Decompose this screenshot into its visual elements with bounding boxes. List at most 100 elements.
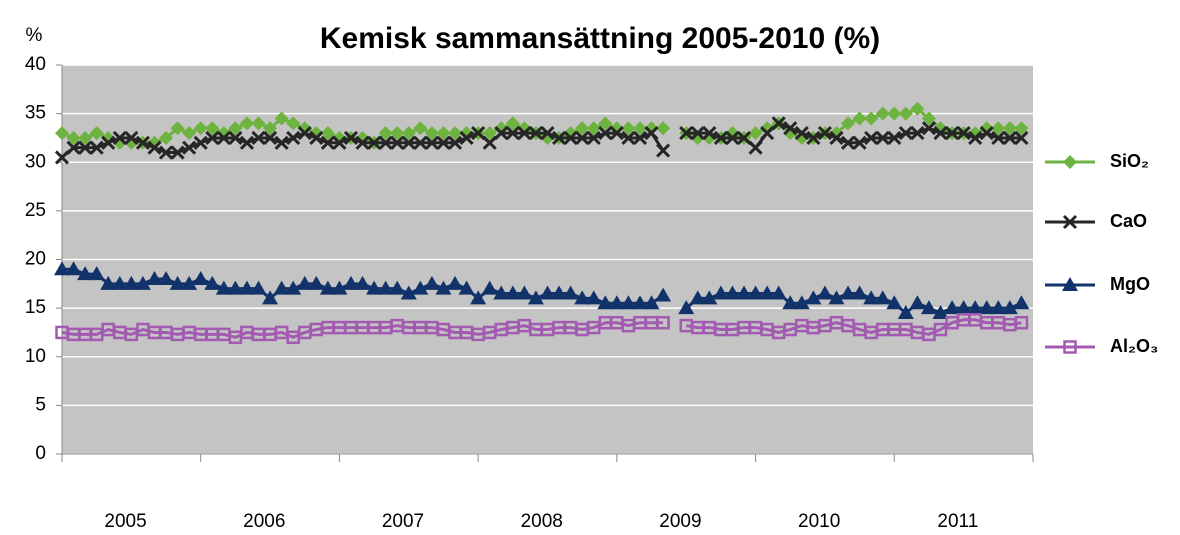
data-point	[134, 275, 151, 290]
chart-title: Kemisk sammansättning 2005-2010 (%)	[320, 22, 880, 55]
y-tick-label: 20	[25, 249, 46, 270]
data-point	[169, 275, 186, 290]
data-point	[89, 126, 104, 141]
data-point	[736, 130, 752, 145]
data-point	[343, 130, 359, 145]
data-point	[205, 121, 220, 136]
data-point	[586, 121, 601, 136]
data-point	[702, 126, 717, 141]
data-point	[389, 280, 406, 295]
data-point	[956, 126, 971, 141]
data-point	[205, 130, 220, 145]
data-point	[921, 121, 937, 136]
data-point	[887, 106, 902, 121]
data-point	[897, 304, 914, 319]
data-point	[436, 126, 451, 141]
data-point	[817, 126, 832, 141]
y-tick-label: 0	[35, 443, 46, 464]
data-point	[898, 126, 913, 141]
data-point	[563, 130, 578, 145]
data-point	[296, 275, 313, 290]
data-point	[551, 130, 567, 145]
data-point	[297, 126, 312, 141]
data-point	[494, 126, 509, 141]
data-point	[575, 130, 590, 145]
data-point	[400, 285, 417, 300]
data-point	[331, 280, 348, 295]
data-point	[712, 285, 729, 300]
data-point	[632, 121, 647, 136]
data-point	[921, 111, 936, 126]
data-point	[851, 285, 868, 300]
data-point	[273, 280, 290, 295]
data-point	[517, 126, 532, 141]
data-point	[656, 121, 671, 136]
data-point	[1014, 121, 1029, 136]
data-point	[66, 140, 81, 155]
data-point	[182, 140, 197, 155]
year-label: 2005	[104, 511, 146, 532]
data-point	[390, 135, 405, 150]
data-point	[309, 130, 324, 145]
data-point	[182, 126, 197, 141]
data-point	[424, 126, 439, 141]
data-point	[875, 106, 890, 121]
data-point	[516, 285, 533, 300]
data-point	[794, 126, 809, 141]
data-point	[724, 285, 741, 300]
year-label: 2010	[798, 511, 840, 532]
y-tick-label: 10	[25, 346, 46, 367]
data-point	[852, 135, 867, 150]
data-point	[586, 130, 601, 145]
data-point	[447, 275, 464, 290]
data-point	[840, 135, 856, 150]
data-point	[574, 290, 591, 305]
data-point	[458, 280, 475, 295]
data-point	[932, 304, 949, 319]
data-point	[424, 135, 439, 150]
data-point	[471, 126, 486, 141]
data-point	[759, 285, 776, 300]
data-point	[920, 300, 937, 315]
data-point	[319, 280, 336, 295]
data-point	[898, 106, 913, 121]
data-point	[436, 135, 451, 150]
year-label: 2006	[243, 511, 285, 532]
data-point	[470, 290, 487, 305]
data-point	[413, 121, 428, 136]
data-point	[620, 295, 637, 310]
data-point	[679, 126, 694, 141]
data-point	[111, 275, 128, 290]
data-point	[955, 300, 972, 315]
data-point	[655, 287, 672, 302]
year-label: 2008	[521, 511, 563, 532]
data-point	[482, 135, 497, 150]
legend-label: SiO₂	[1110, 151, 1149, 171]
data-point	[159, 130, 174, 145]
data-point	[887, 130, 902, 145]
data-point	[227, 280, 244, 295]
data-point	[527, 290, 544, 305]
data-point	[783, 121, 798, 136]
data-point	[239, 116, 254, 131]
data-point	[910, 126, 925, 141]
data-point	[390, 126, 405, 141]
data-point	[990, 300, 1007, 315]
data-point	[760, 126, 775, 141]
data-point	[1014, 315, 1029, 330]
y-tick-label: 15	[25, 297, 46, 318]
legend-marker	[1062, 214, 1078, 230]
data-point	[748, 126, 763, 141]
data-point	[204, 275, 221, 290]
y-tick-label: 5	[35, 394, 46, 415]
data-point	[263, 121, 278, 136]
data-point	[828, 290, 845, 305]
data-point	[77, 266, 94, 281]
data-point	[320, 126, 335, 141]
data-point	[286, 130, 301, 145]
data-point	[193, 121, 208, 136]
data-point	[725, 130, 740, 145]
data-point	[575, 121, 590, 136]
